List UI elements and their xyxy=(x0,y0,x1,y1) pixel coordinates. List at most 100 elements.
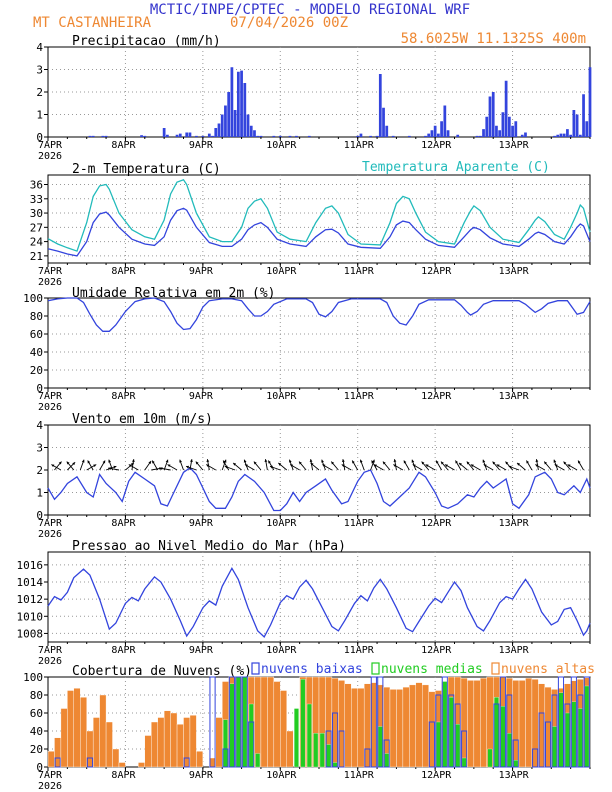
precip-bar xyxy=(382,107,385,137)
precip-bar xyxy=(520,134,524,137)
cloud-bar-high xyxy=(389,689,397,768)
precip-bar xyxy=(259,135,263,137)
cloud-bar-high xyxy=(422,684,429,768)
cloud-bar-low xyxy=(435,694,442,768)
x-tick-label: 9APR xyxy=(189,391,214,402)
wind-arrowhead xyxy=(393,464,397,468)
wind-arrowhead xyxy=(108,459,112,463)
cloud-bar-high xyxy=(409,684,416,768)
cloud-bar-low xyxy=(183,757,190,768)
panel-title: Cobertura de Nuvens (%) xyxy=(72,664,252,679)
cloud-bar-high xyxy=(80,697,87,768)
cloud-bar-high xyxy=(402,686,410,768)
y-tick-label: 1014 xyxy=(17,576,44,589)
x-tick-label: 13APR xyxy=(499,518,530,529)
precip-bar xyxy=(378,74,382,137)
y-tick-label: 20 xyxy=(30,743,43,756)
precip-bar xyxy=(207,133,211,137)
precip-bar xyxy=(385,125,389,137)
wind-arrowhead xyxy=(87,460,91,464)
wind-arrowhead xyxy=(508,465,512,469)
x-tick-label: 9APR xyxy=(189,140,214,151)
wind-arrowhead xyxy=(535,464,539,468)
wind-arrowhead xyxy=(412,464,416,468)
precip-bar xyxy=(504,80,508,137)
cloud-bar-low xyxy=(222,748,229,768)
cloud-bar-high xyxy=(344,683,352,768)
y-tick-label: 1012 xyxy=(17,593,44,606)
precip-bar xyxy=(359,133,363,137)
precip-bar xyxy=(485,116,489,137)
precip-bar xyxy=(201,135,205,137)
precip-bar xyxy=(249,125,253,137)
x-tick-label: 10APR xyxy=(266,770,297,781)
precip-bar xyxy=(553,135,556,137)
cloud-bar-medium xyxy=(442,681,448,768)
precip-bar xyxy=(443,105,447,137)
cloud-bar-high xyxy=(286,730,294,768)
cloud-bar-medium xyxy=(229,683,235,768)
legend-label: nuvens baixas xyxy=(261,662,363,677)
precip-bar xyxy=(253,130,256,137)
precip-bar xyxy=(562,133,566,137)
x-tick-label: 11APR xyxy=(344,140,375,151)
y-tick-label: 2 xyxy=(36,86,43,99)
wind-arrowhead xyxy=(224,465,228,469)
y-tick-label: 33 xyxy=(30,193,43,206)
precip-bar xyxy=(475,135,479,137)
cloud-bar-high xyxy=(415,682,423,768)
year-label: 2026 xyxy=(38,529,62,540)
y-tick-label: 1010 xyxy=(17,610,44,623)
wind-arrowhead xyxy=(322,464,326,468)
series-line xyxy=(47,297,591,332)
precip-bar xyxy=(175,134,179,137)
y-tick-label: 0 xyxy=(36,761,43,774)
cloud-bar-high xyxy=(67,690,75,768)
cloud-bar-medium xyxy=(248,703,254,768)
wind-arrowhead xyxy=(128,464,132,468)
wind-arrowhead xyxy=(458,462,462,466)
precip-bar xyxy=(278,135,282,137)
cloud-bar-low xyxy=(564,703,571,768)
cloud-bar-medium xyxy=(223,719,228,768)
cloud-bar-low xyxy=(428,721,435,768)
year-label: 2026 xyxy=(38,656,62,667)
y-tick-label: 4 xyxy=(36,419,43,432)
x-tick-label: 9APR xyxy=(189,645,214,656)
cloud-bar-high xyxy=(105,721,113,768)
cloud-bar-low xyxy=(577,694,584,768)
year-label: 2026 xyxy=(38,402,62,413)
wind-arrowhead xyxy=(167,464,171,468)
precip-bar xyxy=(211,135,214,137)
wind-arrowhead xyxy=(299,461,302,465)
cloud-bar-low xyxy=(332,712,339,768)
y-tick-label: 100 xyxy=(23,292,43,305)
cloud-bar-medium xyxy=(552,726,557,768)
wind-arrowhead xyxy=(331,461,335,465)
precip-bar xyxy=(566,129,569,137)
precip-bar xyxy=(436,133,440,137)
cloud-bar-medium xyxy=(455,724,461,768)
wind-arrowhead xyxy=(179,459,182,463)
wind-arrowhead xyxy=(309,459,313,463)
precip-bar xyxy=(578,134,582,137)
precip-bar xyxy=(256,135,260,137)
cloud-bar-medium xyxy=(506,733,512,768)
cloud-bar-medium xyxy=(313,733,319,768)
cloud-bar-medium xyxy=(584,685,590,768)
cloud-bar-medium xyxy=(513,760,519,768)
cloud-bar-medium xyxy=(577,708,583,768)
precip-bar xyxy=(407,135,411,137)
y-tick-label: 1008 xyxy=(17,627,44,640)
cloud-bar-low xyxy=(54,757,61,768)
wind-arrowhead xyxy=(113,465,117,469)
precip-bar xyxy=(295,135,298,137)
precip-bar xyxy=(559,133,563,137)
cloud-bar-medium xyxy=(377,726,383,768)
cloud-bar-high xyxy=(467,680,475,768)
cloud-bar-low xyxy=(325,730,332,768)
cloud-bar-high xyxy=(112,748,120,768)
y-tick-label: 0 xyxy=(36,131,43,144)
wind-arrowhead xyxy=(466,461,470,465)
y-tick-label: 3 xyxy=(36,442,43,455)
